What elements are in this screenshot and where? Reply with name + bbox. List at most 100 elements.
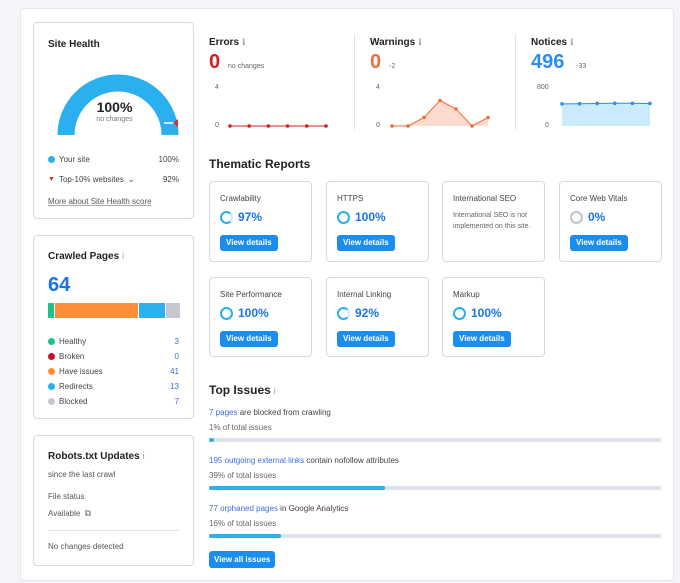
- report-score[interactable]: 100%: [220, 306, 269, 320]
- issue-progress-track: [209, 438, 661, 442]
- crawled-bar-segment[interactable]: [138, 303, 165, 318]
- sparkline-point: [454, 107, 458, 111]
- file-status-value[interactable]: Available ⧉: [48, 508, 91, 519]
- report-card-markup[interactable]: Markup 100% View details: [442, 277, 545, 357]
- issue-link[interactable]: 195 outgoing external links: [209, 456, 305, 465]
- your-site-label: Your site: [59, 154, 90, 164]
- more-about-link[interactable]: More about Site Health score: [48, 197, 152, 206]
- external-link-icon[interactable]: ⧉: [84, 508, 91, 518]
- top10-marker-icon: [173, 119, 178, 127]
- info-icon[interactable]: i: [122, 251, 125, 261]
- top10-label: Top-10% websites: [58, 174, 124, 184]
- notices-value[interactable]: 496: [531, 51, 565, 73]
- view-details-button[interactable]: View details: [337, 235, 395, 251]
- notices-ymin: 0: [545, 122, 549, 129]
- issue-progress-fill: [209, 534, 282, 538]
- issue-line: 7 pages are blocked from crawling: [209, 408, 331, 417]
- report-card-site-performance[interactable]: Site Performance 100% View details: [209, 277, 312, 357]
- issue-progress-fill: [209, 486, 386, 490]
- crawled-legend-value[interactable]: 0: [174, 351, 179, 361]
- crawled-legend-row[interactable]: Blocked 7: [48, 394, 179, 408]
- top10-value: 92%: [162, 174, 179, 184]
- issue-progress-fill: [209, 438, 214, 442]
- report-score[interactable]: 97%: [220, 210, 262, 224]
- score-ring-icon: [220, 210, 233, 224]
- crawled-legend-value[interactable]: 3: [174, 336, 179, 346]
- view-details-button[interactable]: View details: [570, 235, 628, 251]
- issue-progress-track: [209, 486, 661, 490]
- crawled-legend-row[interactable]: Broken 0: [48, 349, 179, 363]
- crawled-legend-label: Broken: [59, 351, 85, 361]
- sparkline-point: [305, 124, 309, 128]
- info-icon[interactable]: ℹ: [570, 37, 574, 47]
- errors-label-text: Errors: [209, 37, 240, 48]
- report-name: Crawlability: [220, 194, 261, 203]
- info-icon[interactable]: i: [142, 451, 145, 461]
- crawled-pages-title: Crawled Pages i: [48, 251, 124, 262]
- notices-ymax: 800: [537, 84, 549, 91]
- issue-share: 16% of total issues: [209, 519, 277, 528]
- crawled-bar-segment[interactable]: [48, 303, 55, 318]
- sparkline-point: [324, 124, 328, 128]
- site-health-card: Site Health 100% no changes Your site 10…: [33, 22, 194, 219]
- view-details-button[interactable]: View details: [220, 235, 278, 251]
- your-site-value: 100%: [158, 154, 179, 164]
- issue-text: in Google Analytics: [277, 504, 349, 513]
- metric-divider: [354, 34, 355, 130]
- report-score[interactable]: 100%: [337, 210, 386, 224]
- crawled-legend-row[interactable]: Have issues 41: [48, 364, 179, 378]
- view-all-issues-button[interactable]: View all issues: [209, 551, 276, 568]
- crawled-legend-row[interactable]: Healthy 3: [48, 334, 179, 348]
- robots-title-text: Robots.txt Updates: [48, 451, 140, 462]
- issue-link[interactable]: 7 pages: [209, 408, 238, 417]
- issue-line: 77 orphaned pages in Google Analytics: [209, 504, 348, 513]
- site-health-title: Site Health: [48, 39, 100, 50]
- legend-dot: [48, 337, 55, 345]
- errors-delta: no changes: [228, 63, 265, 70]
- crawled-legend-value[interactable]: 7: [174, 396, 179, 406]
- sparkline-point: [390, 124, 394, 128]
- report-score[interactable]: 92%: [337, 306, 379, 320]
- report-pct-value: 92%: [355, 306, 380, 320]
- issue-text: are blocked from crawling: [237, 408, 331, 417]
- report-card-international-seo[interactable]: International SEO International SEO is no…: [442, 181, 545, 262]
- sparkline-point: [285, 124, 290, 128]
- crawled-legend-value[interactable]: 13: [170, 381, 179, 391]
- crawled-bar-segment[interactable]: [165, 303, 180, 318]
- view-details-button[interactable]: View details: [453, 331, 511, 347]
- crawled-legend-row[interactable]: Redirects 13: [48, 379, 179, 393]
- report-score[interactable]: 100%: [453, 306, 502, 320]
- notices-delta: -33: [576, 63, 587, 70]
- issue-line: 195 outgoing external links contain nofo…: [209, 456, 399, 465]
- crawled-bar-segment[interactable]: [55, 303, 138, 318]
- report-card-https[interactable]: HTTPS 100% View details: [326, 181, 429, 262]
- score-ring-icon: [337, 210, 350, 224]
- report-name: Core Web Vitals: [570, 194, 628, 203]
- report-card-internal-linking[interactable]: Internal Linking 92% View details: [326, 277, 429, 357]
- file-status-label: File status: [48, 492, 85, 501]
- top10-row[interactable]: ▼ Top-10% websites ⌄ 92%: [48, 172, 179, 186]
- report-score[interactable]: 0%: [570, 210, 605, 224]
- thematic-title: Thematic Reports: [209, 157, 311, 171]
- report-card-core-web-vitals[interactable]: Core Web Vitals 0% View details: [559, 181, 662, 262]
- chevron-down-icon[interactable]: ⌄: [127, 174, 135, 184]
- file-status-text: Available: [48, 509, 81, 518]
- sparkline-point: [247, 124, 251, 128]
- site-health-gauge: [57, 74, 179, 136]
- warnings-value[interactable]: 0: [370, 51, 382, 73]
- view-details-button[interactable]: View details: [220, 331, 278, 347]
- view-details-button[interactable]: View details: [337, 331, 395, 347]
- issue-link[interactable]: 77 orphaned pages: [209, 504, 278, 513]
- robots-divider: [48, 530, 179, 531]
- sparkline-point: [470, 124, 474, 128]
- errors-value[interactable]: 0: [209, 51, 221, 73]
- report-card-crawlability[interactable]: Crawlability 97% View details: [209, 181, 312, 262]
- info-icon[interactable]: i: [273, 386, 276, 396]
- crawled-legend-value[interactable]: 41: [170, 366, 179, 376]
- site-health-value: 100%: [96, 99, 133, 115]
- info-icon[interactable]: ℹ: [418, 37, 422, 47]
- info-icon[interactable]: ℹ: [242, 37, 246, 47]
- sparkline-point: [422, 115, 426, 120]
- crawled-total[interactable]: 64: [48, 274, 71, 296]
- crawled-legend-label: Blocked: [59, 396, 88, 406]
